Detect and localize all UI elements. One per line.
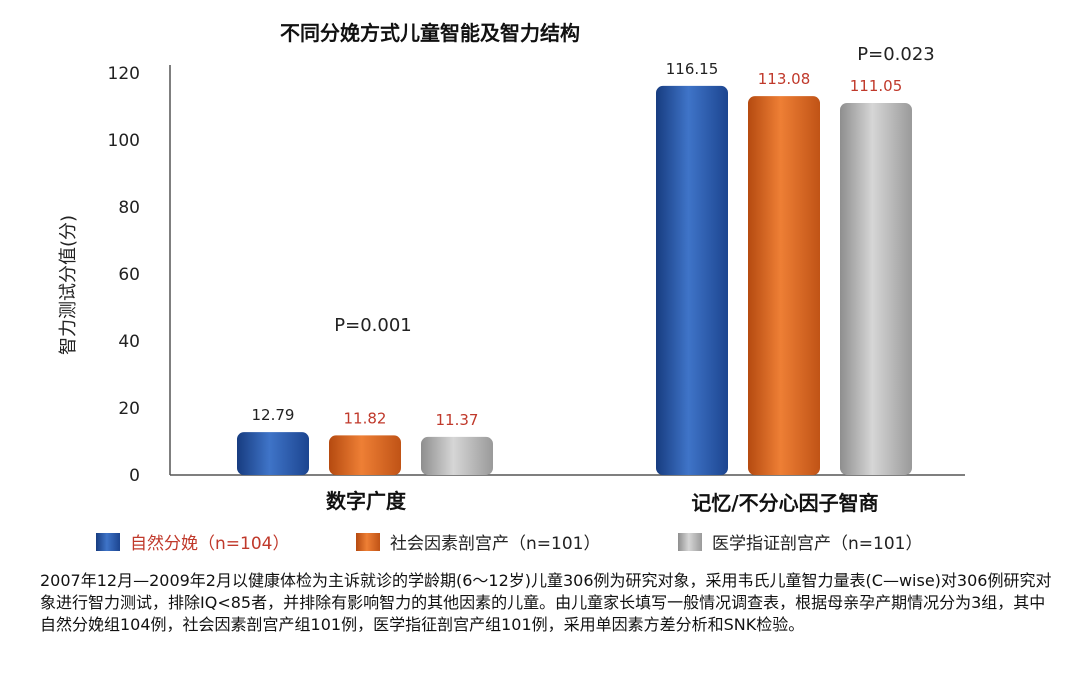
y-tick-label: 100 [108, 131, 140, 151]
bar-value-label: 11.37 [436, 411, 479, 429]
bar [748, 96, 820, 475]
y-ticks: 0 20 40 60 80 100 120 [108, 64, 140, 486]
p-value-annotation-1: P=0.001 [334, 315, 411, 336]
legend-swatch-social [356, 533, 380, 551]
study-description: 2007年12月—2009年2月以健康体检为主诉就诊的学龄期(6～12岁)儿童3… [40, 571, 1052, 634]
y-tick-label: 40 [118, 332, 140, 352]
bars-group: 12.79 116.15 11.82 113.08 11.37 111.05 [237, 60, 912, 476]
legend-item-social: 社会因素剖宫产（n=101） [356, 533, 600, 554]
bar-value-label: 116.15 [666, 60, 719, 78]
bar-value-label: 113.08 [758, 70, 811, 88]
legend-item-medical: 医学指证剖宫产（n=101） [678, 533, 922, 554]
bar-value-label: 11.82 [344, 409, 387, 427]
chart-title: 不同分娩方式儿童智能及智力结构 [280, 21, 580, 45]
legend-item-natural: 自然分娩（n=104） [96, 533, 289, 554]
y-tick-label: 120 [108, 64, 140, 84]
y-tick-label: 80 [118, 198, 140, 218]
category-label-memory-iq: 记忆/不分心因子智商 [691, 491, 878, 515]
bar-value-label: 12.79 [252, 406, 295, 424]
bar [237, 432, 309, 475]
legend-label-social: 社会因素剖宫产（n=101） [390, 534, 600, 554]
y-axis-label: 智力测试分值(分) [58, 215, 79, 355]
y-tick-label: 60 [118, 265, 140, 285]
p-value-annotation-2: P=0.023 [857, 44, 934, 65]
legend: 自然分娩（n=104） 社会因素剖宫产（n=101） 医学指证剖宫产（n=101… [96, 533, 922, 554]
legend-swatch-medical [678, 533, 702, 551]
legend-swatch-natural [96, 533, 120, 551]
bar [656, 85, 728, 476]
category-label-digit-span: 数字广度 [326, 489, 407, 513]
legend-label-natural: 自然分娩（n=104） [130, 534, 289, 554]
y-tick-label: 0 [129, 466, 140, 486]
bar-value-label: 111.05 [850, 77, 903, 95]
legend-label-medical: 医学指证剖宫产（n=101） [712, 534, 922, 554]
y-tick-label: 20 [118, 399, 140, 419]
bar [840, 102, 912, 476]
bar [421, 436, 493, 475]
bar [329, 435, 401, 475]
